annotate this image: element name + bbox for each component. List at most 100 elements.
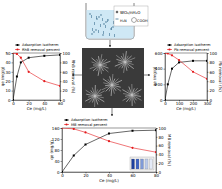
data-point [178, 59, 180, 61]
tick-label: 0 [8, 98, 11, 103]
tick: 0 [57, 170, 62, 175]
sem-spike [100, 61, 110, 65]
sem-spike [98, 56, 100, 65]
inset-frame [130, 157, 154, 170]
tick-mark [207, 72, 209, 73]
data-point [167, 83, 169, 85]
legend-label: WO₃/nH₂O [120, 10, 140, 15]
tick-label: 40 [5, 60, 11, 65]
y2-axis: 020406080100 [60, 51, 71, 103]
tick: 0 [60, 98, 66, 103]
data-point [43, 55, 45, 57]
legend-marker [168, 48, 170, 50]
axis-line [12, 54, 14, 101]
vial [141, 159, 144, 169]
data-point [165, 99, 166, 100]
tick-mark [156, 163, 158, 164]
sem-spike [92, 87, 95, 96]
data-point [13, 53, 14, 54]
series-line [62, 128, 156, 152]
data-point [85, 144, 87, 146]
tick-mark [164, 53, 166, 54]
tick-mark [164, 69, 166, 70]
legend-line [15, 49, 20, 50]
chart: 02040608004080120160020406080100Ce (mg/L… [49, 118, 172, 183]
rod [107, 19, 109, 22]
tick-mark [156, 137, 158, 138]
vials-inset [130, 157, 154, 170]
data-point [43, 80, 45, 82]
y-axis: 01020304050 [5, 51, 13, 103]
tick: 30 [5, 70, 13, 75]
benzene-ring [132, 17, 137, 22]
arrow [144, 75, 150, 76]
sem-spike [95, 91, 105, 96]
tick-mark [207, 62, 209, 63]
tick-mark [207, 53, 209, 54]
tick-mark [60, 53, 62, 54]
tick-label: 80 [159, 135, 165, 140]
rod [111, 27, 113, 30]
tick-mark [61, 150, 63, 151]
data-point [62, 128, 63, 129]
tick: 0 [12, 100, 15, 106]
tick: 60 [130, 172, 136, 178]
tick: 40 [207, 79, 215, 84]
sem-spike [112, 85, 114, 94]
data-point [155, 129, 156, 131]
data-point [178, 61, 180, 63]
data-point [62, 171, 63, 172]
tick-mark [164, 100, 166, 101]
data-point [59, 85, 60, 87]
x-axis-title: Ce (mg/L) [27, 106, 47, 111]
beaker-legend: WO₃/nH₂O H₂N COOH [114, 6, 148, 26]
axis-line [14, 101, 61, 102]
legend-label: RhB removal percent [22, 48, 61, 52]
rod [109, 33, 111, 36]
tick: 160 [52, 126, 62, 131]
sem-spike [123, 95, 132, 101]
data-point [192, 71, 194, 73]
data-point [206, 78, 207, 80]
tick-mark [60, 100, 62, 101]
series-line [165, 61, 207, 100]
tick-mark [12, 81, 14, 82]
data-point [167, 53, 169, 55]
tick-mark [207, 91, 209, 92]
y2-axis: 020406080100 [156, 126, 167, 175]
tick-label: 40 [159, 152, 165, 157]
tick: 100 [60, 51, 71, 56]
sem-spike [125, 62, 134, 69]
sem-spike [106, 85, 112, 91]
sem-spike [112, 79, 118, 85]
tick-label: 20 [83, 173, 89, 178]
tick: 80 [156, 135, 164, 140]
rod [94, 22, 96, 25]
tick: 100 [156, 126, 167, 131]
sem-spike [102, 85, 112, 90]
legend: Adsorption isothermPb removal percent [167, 43, 211, 52]
legend-label: H₂N [120, 19, 127, 23]
legend-line [167, 49, 172, 50]
tick-label: 40 [210, 79, 216, 84]
axis-line [61, 129, 63, 173]
legend: Adsorption isothermMB removal percent [64, 118, 108, 127]
tick: 50 [5, 51, 13, 56]
legend-line [64, 124, 69, 125]
tick-mark [207, 81, 209, 82]
tick-mark [61, 128, 63, 129]
tick-mark [156, 172, 158, 173]
legend-marker [66, 119, 68, 121]
plot-frame [165, 53, 207, 100]
tick-label: 0 [12, 101, 15, 106]
tick-label: 60 [210, 70, 216, 75]
vial [136, 159, 139, 169]
legend-label: COOH [137, 19, 148, 23]
figure: WO₃/nH₂OH₂NCOOH0204060010203040500204060… [0, 0, 222, 189]
plot-area [13, 53, 60, 100]
sem-background [82, 48, 144, 108]
data-point [73, 155, 75, 157]
sem-spike [85, 96, 95, 101]
tick-mark [61, 139, 63, 140]
y-axis-title: qe (mg/g) [152, 66, 157, 86]
